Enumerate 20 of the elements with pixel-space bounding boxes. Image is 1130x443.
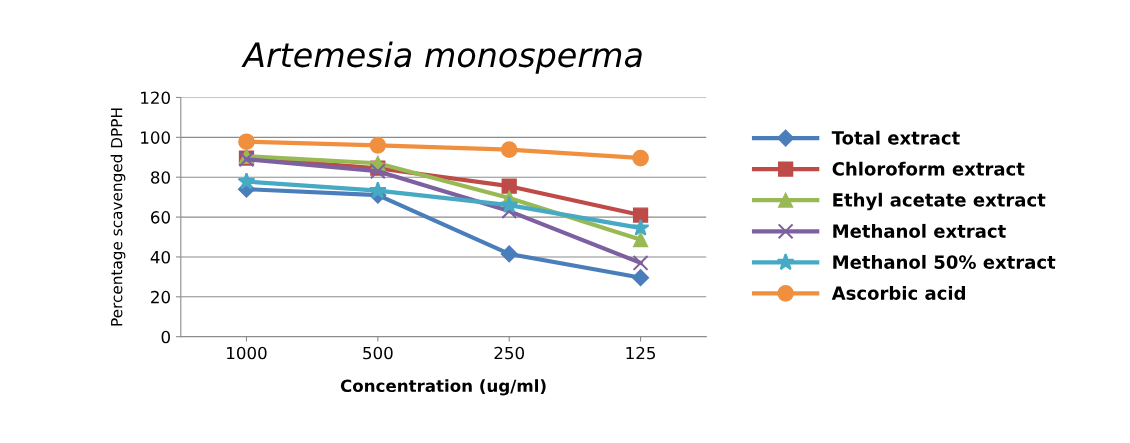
legend-label: Ascorbic acid	[831, 285, 965, 300]
x-tick-label: 500	[363, 346, 393, 360]
legend-label: Methanol extract	[833, 223, 1006, 238]
y-tick-label: 0	[161, 330, 170, 344]
legend-label: Ethyl acetate extract	[833, 192, 1046, 211]
y-tick-label: 60	[151, 211, 170, 224]
chart-title: Artemesia monosperma	[241, 41, 642, 74]
x-axis-title: Concentration (ug/ml)	[340, 379, 546, 396]
legend-label: Chloroform extract	[832, 161, 1025, 176]
x-tick-label: 1000	[227, 346, 267, 360]
legend-label: Methanol 50% extract	[833, 254, 1056, 269]
y-tick-label: 100	[141, 131, 170, 144]
y-tick-label: 40	[150, 250, 170, 264]
y-tick-label: 80	[151, 171, 170, 184]
x-tick-label: 125	[626, 346, 656, 360]
y-tick-label: 20	[151, 290, 170, 304]
legend-label: Total extract	[831, 130, 960, 145]
x-tick-label: 250	[494, 346, 525, 360]
y-tick-label: 120	[141, 91, 170, 105]
y-axis-title: Percentage scavenged DPPH	[110, 108, 126, 326]
